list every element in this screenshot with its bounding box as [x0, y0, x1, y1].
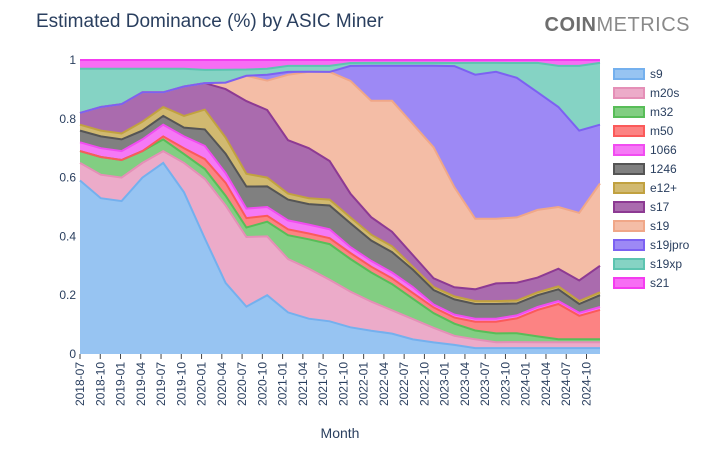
legend-label: e12+: [650, 181, 677, 195]
area-m20s: [80, 151, 600, 349]
line-1246: [79, 114, 601, 306]
x-tick-label: 2020-01: [195, 362, 209, 406]
x-tick-label: 2023-04: [458, 362, 472, 406]
x-axis-title: Month: [321, 425, 360, 441]
area-m32: [80, 139, 600, 343]
area-1246: [80, 115, 600, 319]
y-tick-label: 1: [69, 53, 76, 67]
x-tick-label: 2024-01: [519, 362, 533, 406]
legend-item-m32[interactable]: m32: [613, 105, 674, 119]
line-1066: [79, 123, 601, 320]
legend-label: 1066: [650, 143, 677, 157]
legend-label: s9: [650, 67, 663, 81]
x-axis: 2018-07 2018-10 2019-01 2019-04 2019-07 2019-…: [73, 354, 593, 406]
area-m50: [80, 136, 600, 340]
line-m50: [79, 135, 601, 323]
x-tick-label: 2022-07: [397, 362, 411, 406]
x-tick-label: 2018-10: [93, 362, 107, 406]
x-tick-label: 2019-04: [134, 362, 148, 406]
brand-light: METRICS: [596, 14, 690, 36]
legend-swatch: [613, 201, 645, 213]
legend-label: s19xp: [650, 257, 682, 271]
legend-label: s17: [650, 200, 670, 214]
area-s17: [80, 83, 600, 302]
legend-item-m50[interactable]: m50: [613, 124, 674, 138]
line-e12+: [79, 105, 601, 303]
legend-label: m32: [650, 105, 674, 119]
legend-swatch: [613, 258, 645, 270]
legend-label: m50: [650, 124, 674, 138]
legend-item-m20s[interactable]: m20s: [613, 86, 679, 100]
y-axis: 0 0.2 0.4 0.6 0.8 1: [59, 53, 76, 361]
line-s9: [79, 161, 600, 350]
legend-label: s19: [650, 219, 670, 233]
x-tick-label: 2023-10: [498, 362, 512, 406]
y-tick-label: 0: [69, 347, 76, 361]
line-m20s: [79, 149, 600, 344]
legend-item-1246[interactable]: 1246: [613, 162, 677, 176]
legend[interactable]: s9 m20s m32 m50 1066 1246 e12+ s17 s19 s19jpro s19…: [613, 67, 690, 290]
legend-swatch: [613, 163, 645, 175]
x-tick-label: 2019-01: [114, 362, 128, 406]
area-s9: [80, 162, 600, 354]
chart-title: Estimated Dominance (%) by ASIC Miner: [36, 11, 384, 32]
legend-swatch: [613, 239, 645, 251]
y-tick-label: 0.2: [59, 288, 76, 302]
x-tick-label: 2023-01: [438, 362, 452, 406]
legend-item-s19xp[interactable]: s19xp: [613, 257, 682, 271]
x-tick-label: 2021-01: [276, 362, 290, 406]
legend-swatch: [613, 277, 645, 289]
line-s19jpro: [79, 64, 601, 132]
x-tick-label: 2022-04: [377, 362, 391, 406]
legend-item-s21[interactable]: s21: [613, 276, 670, 290]
legend-swatch: [613, 106, 645, 118]
x-tick-label: 2024-07: [559, 362, 573, 406]
legend-item-s19[interactable]: s19: [613, 219, 670, 233]
legend-label: s21: [650, 276, 670, 290]
coinmetrics-logo: COINMETRICS: [545, 14, 691, 37]
x-tick-label: 2019-10: [174, 362, 188, 406]
area-s19: [80, 71, 600, 290]
y-tick-label: 0.8: [59, 112, 76, 126]
legend-swatch: [613, 182, 645, 194]
x-tick-label: 2021-07: [316, 362, 330, 406]
x-tick-label: 2020-07: [235, 362, 249, 406]
x-tick-label: 2023-07: [478, 362, 492, 406]
legend-item-s19jpro[interactable]: s19jpro: [613, 238, 690, 252]
x-tick-label: 2021-10: [336, 362, 350, 406]
x-tick-label: 2022-01: [357, 362, 371, 406]
line-m32: [79, 138, 600, 341]
legend-swatch: [613, 144, 645, 156]
legend-label: m20s: [650, 86, 679, 100]
legend-swatch: [613, 68, 645, 80]
legend-item-s17[interactable]: s17: [613, 200, 670, 214]
legend-item-s9[interactable]: s9: [613, 67, 663, 81]
legend-item-1066[interactable]: 1066: [613, 143, 677, 157]
x-tick-label: 2020-10: [255, 362, 269, 406]
legend-label: s19jpro: [650, 238, 690, 252]
legend-swatch: [613, 125, 645, 137]
y-tick-label: 0.4: [59, 229, 76, 243]
x-tick-label: 2024-04: [539, 362, 553, 406]
x-tick-label: 2020-04: [215, 362, 229, 406]
x-tick-label: 2019-07: [154, 362, 168, 406]
x-tick-label: 2018-07: [73, 362, 87, 406]
brand-bold: COIN: [544, 14, 597, 36]
legend-item-e12+[interactable]: e12+: [613, 181, 677, 195]
y-tick-label: 0.6: [59, 171, 76, 185]
line-s19xp: [80, 61, 601, 71]
area-s19xp: [80, 62, 600, 131]
legend-swatch: [613, 87, 645, 99]
legend-swatch: [613, 220, 645, 232]
x-tick-label: 2024-10: [579, 362, 593, 406]
legend-label: 1246: [650, 162, 677, 176]
area-s19jpro: [80, 65, 600, 219]
stacked-areas: [80, 60, 600, 354]
series-lines: [79, 59, 601, 350]
x-tick-label: 2022-10: [417, 362, 431, 406]
x-tick-label: 2021-04: [296, 362, 310, 406]
